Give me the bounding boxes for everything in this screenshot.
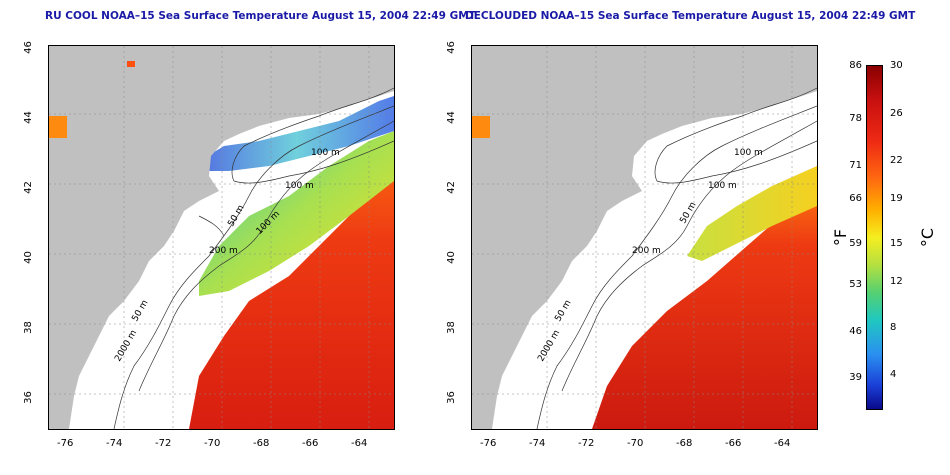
- coastal-warm-patch: [49, 116, 67, 138]
- x-tick-label: -76: [480, 438, 497, 449]
- y-tick-label: 38: [22, 321, 34, 334]
- colorbar-f-tick: 46: [849, 326, 862, 337]
- cold-water-region: [199, 96, 394, 171]
- fahrenheit-unit-label: °F: [831, 228, 851, 247]
- x-tick-label: -74: [106, 438, 123, 449]
- y-tick-label: 46: [445, 41, 457, 54]
- colorbar-c-tick: 30: [890, 60, 903, 71]
- shelf-water-region: [687, 166, 817, 261]
- y-tick-label: 40: [22, 251, 34, 264]
- celsius-unit-label: °C: [918, 227, 938, 248]
- right-sst-map: 100 m 100 m 50 m 200 m 50 m 2000 m: [471, 45, 818, 430]
- x-tick-label: -72: [155, 438, 172, 449]
- x-tick-label: -68: [253, 438, 270, 449]
- left-map-title: RU COOL NOAA–15 Sea Surface Temperature …: [45, 10, 476, 22]
- contour-label: 100 m: [285, 181, 314, 191]
- contour-label: 200 m: [632, 246, 661, 256]
- colorbar-c-tick: 12: [890, 276, 903, 287]
- land-mass: [472, 46, 817, 429]
- colorbar-c-tick: 4: [890, 369, 897, 380]
- temperature-colorbar: [866, 65, 883, 410]
- x-tick-label: -70: [204, 438, 221, 449]
- right-map-title: DECLOUDED NOAA–15 Sea Surface Temperatur…: [465, 10, 916, 22]
- y-tick-label: 36: [22, 391, 34, 404]
- contour-label: 100 m: [708, 181, 737, 191]
- contour-label: 200 m: [209, 246, 238, 256]
- colorbar-c-tick: 19: [890, 193, 903, 204]
- y-tick-label: 36: [445, 391, 457, 404]
- warm-water-region: [189, 116, 394, 429]
- x-tick-label: -70: [627, 438, 644, 449]
- y-tick-label: 46: [22, 41, 34, 54]
- land-mass: [49, 46, 394, 429]
- colorbar-c-tick: 22: [890, 155, 903, 166]
- colorbar-f-tick: 53: [849, 279, 862, 290]
- shelf-water-region: [199, 131, 394, 296]
- small-warm-patch: [127, 61, 135, 67]
- colorbar-c-tick: 26: [890, 108, 903, 119]
- contour-label: 100 m: [734, 148, 763, 158]
- colorbar-f-tick: 59: [849, 238, 862, 249]
- x-tick-label: -72: [578, 438, 595, 449]
- colorbar-c-tick: 8: [890, 322, 897, 333]
- y-tick-label: 38: [445, 321, 457, 334]
- colorbar-f-tick: 86: [849, 60, 862, 71]
- colorbar-f-tick: 39: [849, 372, 862, 383]
- x-tick-label: -66: [302, 438, 319, 449]
- x-tick-label: -68: [676, 438, 693, 449]
- y-tick-label: 42: [22, 181, 34, 194]
- y-tick-label: 42: [445, 181, 457, 194]
- x-tick-label: -74: [529, 438, 546, 449]
- x-tick-label: -64: [774, 438, 791, 449]
- colorbar-f-tick: 66: [849, 193, 862, 204]
- colorbar-c-tick: 15: [890, 238, 903, 249]
- colorbar-f-tick: 78: [849, 113, 862, 124]
- warm-water-region: [592, 166, 817, 429]
- coastal-warm-patch: [472, 116, 490, 138]
- x-tick-label: -64: [351, 438, 368, 449]
- x-tick-label: -76: [57, 438, 74, 449]
- left-sst-map: 100 m 100 m 50 m 100 m 200 m 50 m 2000 m: [48, 45, 395, 430]
- y-tick-label: 44: [445, 111, 457, 124]
- y-tick-label: 40: [445, 251, 457, 264]
- contour-label: 100 m: [311, 148, 340, 158]
- colorbar-f-tick: 71: [849, 160, 862, 171]
- x-tick-label: -66: [725, 438, 742, 449]
- y-tick-label: 44: [22, 111, 34, 124]
